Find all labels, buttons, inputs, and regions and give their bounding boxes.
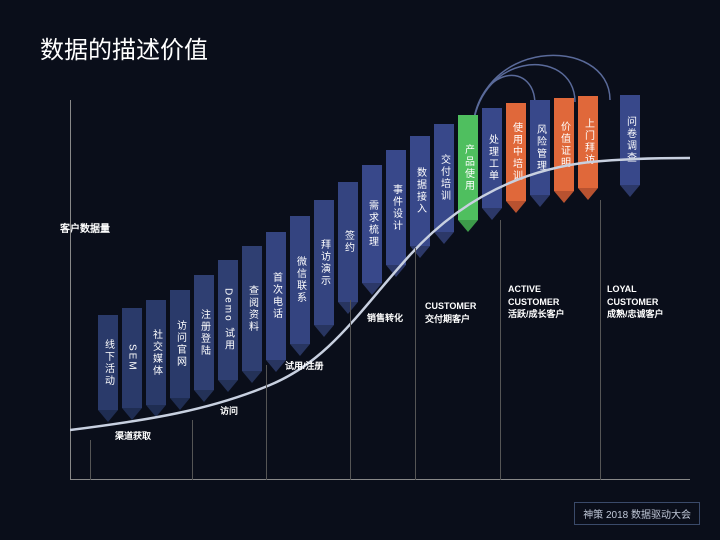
- stage-tick: [415, 248, 416, 480]
- stage-label: 渠道获取: [115, 430, 151, 443]
- chart-area: 客户数据量 线下活动SEM社交媒体访问官网注册登陆Demo 试用查阅资料首次电话…: [70, 100, 690, 480]
- stage-arrow: 访问官网: [170, 290, 190, 410]
- stage-arrow: SEM: [122, 308, 142, 420]
- stage-arrow: 首次电话: [266, 232, 286, 372]
- stage-label: 销售转化: [367, 312, 403, 325]
- arrow-label: SEM: [127, 344, 138, 372]
- x-axis: [70, 479, 690, 480]
- arrow-label: 上门拜访: [581, 118, 596, 166]
- stage-arrow: 价值证明: [554, 98, 574, 203]
- arrow-label: 交付培训: [437, 154, 452, 202]
- stage-tick: [500, 220, 501, 480]
- stage-tick: [192, 420, 193, 480]
- arrow-label: 首次电话: [269, 272, 284, 320]
- arrow-label: 价值证明: [557, 121, 572, 169]
- stage-tick: [350, 300, 351, 480]
- stage-arrow: 上门拜访: [578, 96, 598, 200]
- arrow-label: 数据接入: [413, 167, 428, 215]
- stage-arrow: 产品使用: [458, 115, 478, 232]
- y-axis-label: 客户数据量: [60, 220, 110, 235]
- arrow-label: 拜访演示: [317, 239, 332, 287]
- arrow-label: 事件设计: [389, 184, 404, 232]
- arrow-label: 处理工单: [485, 134, 500, 182]
- arrow-label: Demo 试用: [221, 288, 236, 351]
- stage-arrow: 使用中培训: [506, 103, 526, 213]
- stage-arrow: 问卷调查: [620, 95, 640, 197]
- stage-arrow: 交付培训: [434, 124, 454, 244]
- stage-arrow: 社交媒体: [146, 300, 166, 417]
- stage-arrow: 处理工单: [482, 108, 502, 220]
- arrow-label: 线下活动: [101, 339, 116, 387]
- stage-arrow: 查阅资料: [242, 246, 262, 383]
- stage-arrow: 需求梳理: [362, 165, 382, 295]
- arrow-label: 社交媒体: [149, 329, 164, 377]
- stage-label: ACTIVECUSTOMER活跃/成长客户: [508, 283, 565, 321]
- arrow-label: 访问官网: [173, 320, 188, 368]
- arrow-label: 微信联系: [293, 256, 308, 304]
- stage-tick: [266, 365, 267, 480]
- arrow-label: 风险管理: [533, 124, 548, 172]
- arrow-label: 问卷调查: [623, 116, 638, 164]
- stage-arrow: 数据接入: [410, 136, 430, 258]
- stage-label: 试用/注册: [285, 360, 324, 373]
- arrow-label: 产品使用: [461, 144, 476, 192]
- arrow-label: 查阅资料: [245, 285, 260, 333]
- stage-label: CUSTOMER交付期客户: [425, 300, 476, 325]
- footer-badge: 神策 2018 数据驱动大会: [574, 502, 700, 525]
- stage-arrow: Demo 试用: [218, 260, 238, 392]
- y-axis: [70, 100, 71, 480]
- stage-tick: [600, 200, 601, 480]
- arrow-label: 注册登陆: [197, 309, 212, 357]
- stage-label: LOYALCUSTOMER成熟/忠诚客户: [607, 283, 664, 321]
- stage-arrow: 微信联系: [290, 216, 310, 356]
- stage-arrow: 事件设计: [386, 150, 406, 277]
- stage-arrow: 签约: [338, 182, 358, 314]
- stage-arrow: 注册登陆: [194, 275, 214, 402]
- arrow-label: 需求梳理: [365, 200, 380, 248]
- slide-title: 数据的描述价值: [40, 30, 208, 65]
- arrow-label: 使用中培训: [509, 122, 524, 182]
- stage-arrow: 风险管理: [530, 100, 550, 207]
- stage-arrow: 拜访演示: [314, 200, 334, 337]
- stage-label: 访问: [220, 405, 238, 418]
- stage-arrow: 线下活动: [98, 315, 118, 422]
- arrow-label: 签约: [341, 230, 356, 254]
- stage-tick: [90, 440, 91, 480]
